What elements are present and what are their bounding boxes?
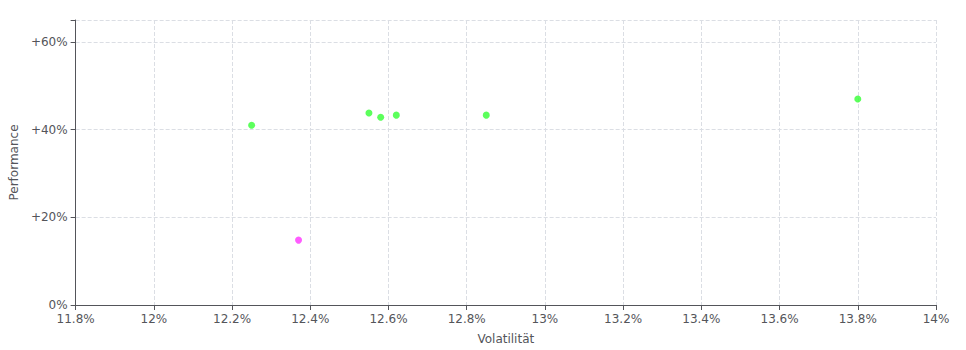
svg-text:13%: 13% bbox=[532, 312, 559, 326]
svg-text:Performance: Performance bbox=[7, 124, 21, 200]
svg-text:12%: 12% bbox=[141, 312, 168, 326]
svg-text:12.2%: 12.2% bbox=[213, 312, 251, 326]
svg-text:12.6%: 12.6% bbox=[369, 312, 407, 326]
svg-text:0%: 0% bbox=[49, 298, 68, 312]
svg-text:11.8%: 11.8% bbox=[57, 312, 95, 326]
svg-text:+60%: +60% bbox=[31, 35, 68, 49]
svg-text:13.6%: 13.6% bbox=[761, 312, 799, 326]
svg-text:+20%: +20% bbox=[31, 210, 68, 224]
svg-text:14%: 14% bbox=[923, 312, 950, 326]
svg-text:12.8%: 12.8% bbox=[448, 312, 486, 326]
svg-text:13.8%: 13.8% bbox=[839, 312, 877, 326]
svg-text:13.2%: 13.2% bbox=[604, 312, 642, 326]
svg-text:+40%: +40% bbox=[31, 123, 68, 137]
svg-text:Volatilität: Volatilität bbox=[477, 332, 534, 346]
svg-text:13.4%: 13.4% bbox=[682, 312, 720, 326]
svg-text:12.4%: 12.4% bbox=[291, 312, 329, 326]
